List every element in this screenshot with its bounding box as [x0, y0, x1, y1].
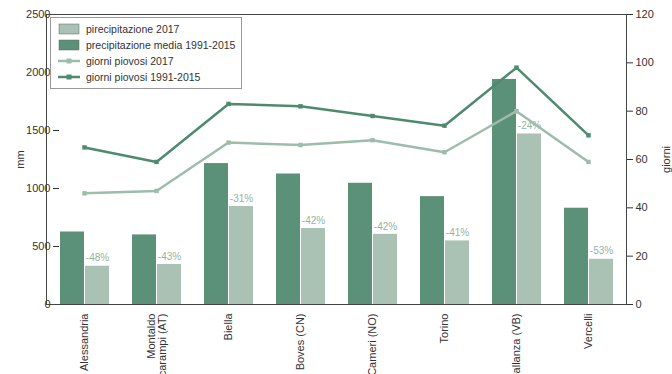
svg-text:Alessandria: Alessandria [78, 313, 90, 371]
html-text:pirecipitazione 2017: pirecipitazione 2017 [86, 23, 180, 35]
svg-text:1000: 1000 [26, 182, 51, 194]
svg-text:40: 40 [636, 201, 648, 213]
svg-text:MontaldoScarampi (AT): MontaldoScarampi (AT) [145, 314, 168, 374]
svg-text:Boves (CN): Boves (CN) [294, 314, 306, 371]
svg-text:20: 20 [636, 250, 648, 262]
svg-text:-53%: -53% [590, 245, 613, 256]
svg-text:Cameri (NO): Cameri (NO) [366, 314, 378, 374]
svg-text:2000: 2000 [26, 66, 51, 78]
svg-text:-43%: -43% [158, 251, 181, 262]
svg-text:500: 500 [32, 240, 50, 252]
html-text:giorni piovosi 1991-2015: giorni piovosi 1991-2015 [86, 71, 201, 83]
svg-text:mm: mm [14, 150, 26, 168]
svg-text:-31%: -31% [230, 193, 253, 204]
svg-text:Torino: Torino [438, 314, 450, 344]
svg-text:-48%: -48% [86, 252, 109, 263]
svg-text:Biella: Biella [222, 313, 234, 341]
svg-text:-42%: -42% [302, 215, 325, 226]
svg-text:80: 80 [636, 105, 648, 117]
svg-text:-24%: -24% [517, 120, 542, 132]
svg-text:120: 120 [636, 8, 654, 20]
svg-text:giorni: giorni [660, 146, 672, 173]
svg-text:1500: 1500 [26, 124, 51, 136]
svg-text:Vercelli: Vercelli [582, 314, 594, 349]
html-text:precipitazione media 1991-2015: precipitazione media 1991-2015 [86, 39, 236, 51]
svg-text:Pallanza (VB): Pallanza (VB) [510, 314, 522, 374]
svg-text:60: 60 [636, 153, 648, 165]
svg-text:0: 0 [636, 298, 642, 310]
svg-text:-42%: -42% [374, 221, 397, 232]
svg-text:2500: 2500 [26, 8, 51, 20]
html-text:giorni piovosi 2017: giorni piovosi 2017 [86, 55, 174, 67]
svg-text:0: 0 [44, 298, 51, 310]
svg-text:100: 100 [636, 56, 654, 68]
svg-text:-41%: -41% [446, 227, 469, 238]
